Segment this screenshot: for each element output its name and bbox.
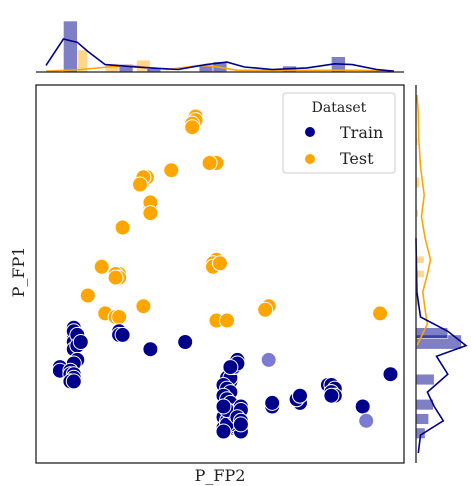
scatter-point-train-54 (215, 398, 232, 415)
scatter-point-test-3 (184, 119, 201, 136)
right-kde-test (416, 94, 432, 346)
top-kde-train (45, 38, 395, 72)
scatter-point-train-63 (222, 359, 239, 376)
scatter-point-train-59 (232, 416, 249, 433)
scatter-point-test-16 (93, 258, 110, 275)
legend-label-train: Train (340, 123, 383, 142)
scatter-point-train-66 (264, 394, 281, 411)
scatter-point-train-25 (177, 334, 194, 350)
scatter-point-test-14 (142, 205, 159, 222)
legend-title: Dataset (312, 100, 367, 116)
legend-marker-test (305, 154, 315, 164)
scatter-point-test-23 (135, 298, 152, 315)
scatter-point-extra-1 (358, 412, 375, 429)
scatter-point-train-79 (382, 366, 399, 383)
legend-label-test: Test (340, 149, 374, 168)
scatter-point-train-23 (114, 326, 131, 343)
main-plot-frame (35, 84, 405, 464)
top-kde-test (45, 64, 395, 72)
scatter-point-test-6 (163, 162, 180, 179)
y-axis-label: P_FP1 (9, 247, 28, 298)
right-kde-train (415, 238, 468, 454)
right-hist-bar-2 (415, 373, 435, 386)
top-marginal-histogram (45, 20, 395, 73)
main-scatter-points (51, 108, 399, 440)
scatter-point-train-24 (142, 341, 159, 358)
scatter-point-train-12 (72, 334, 89, 350)
scatter-point-train-20 (65, 373, 82, 390)
scatter-point-test-5 (201, 155, 218, 171)
scatter-point-train-77 (323, 387, 340, 404)
x-axis-label: P_FP2 (195, 466, 246, 485)
scatter-point-test-21 (79, 287, 96, 304)
legend-box (282, 92, 396, 174)
scatter-point-test-25 (111, 309, 128, 325)
scatter-point-test-15 (114, 219, 131, 236)
scatter-point-test-29 (212, 255, 228, 272)
right-marginal-histogram (415, 94, 468, 454)
scatter-point-test-20 (107, 269, 124, 286)
scatter-point-train-78 (354, 398, 371, 415)
right-hist-bar-6 (415, 255, 425, 264)
scatter-point-test-10 (132, 176, 148, 193)
scatter-point-extra-0 (260, 351, 277, 368)
scatter-point-test-34 (372, 305, 389, 322)
legend: Dataset Train Test (282, 92, 396, 174)
scatter-point-train-50 (215, 423, 232, 440)
top-hist-bar-0 (63, 20, 78, 73)
scatter-point-train-69 (292, 387, 308, 404)
legend-marker-train (305, 127, 315, 137)
scatter-point-test-31 (219, 312, 235, 329)
right-hist-bar-4 (415, 413, 429, 425)
scatter-point-test-33 (257, 301, 274, 318)
